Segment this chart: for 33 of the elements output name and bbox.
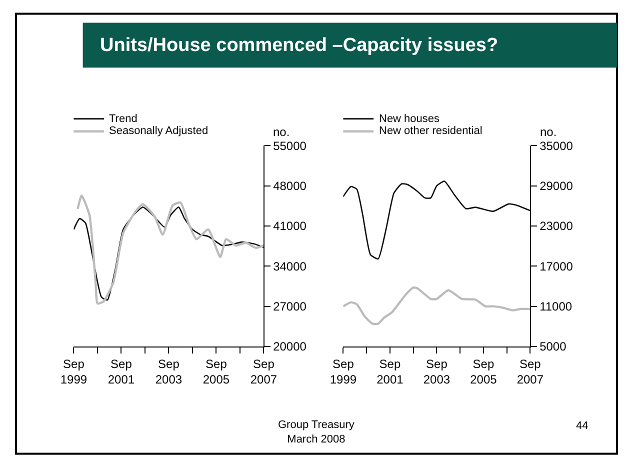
y-tick-label: 55000: [273, 138, 307, 153]
y-tick-label: 41000: [273, 219, 307, 234]
y-tick-label: 34000: [273, 259, 307, 274]
chart-title: Units/House commenced –Capacity issues?: [100, 35, 498, 56]
x-tick-label: Sep 1999: [330, 356, 357, 386]
legend-label: Seasonally Adjusted: [109, 125, 208, 137]
y-tick-label: 23000: [540, 219, 574, 234]
x-tick-label: Sep 2003: [155, 356, 182, 386]
y-tick-label: 11000: [540, 300, 572, 314]
x-tick-label: Sep 2005: [202, 356, 230, 386]
x-tick-label: Sep 2003: [423, 356, 450, 386]
line-series: [76, 194, 264, 305]
text: Group Treasury March 2008: [278, 419, 355, 446]
y-tick-label: 20000: [273, 340, 307, 354]
text: 44: [576, 420, 588, 432]
x-tick-label: Sep 2007: [516, 356, 544, 386]
y-tick-label: 27000: [273, 300, 307, 314]
y-axis-title: no.: [273, 125, 290, 139]
y-tick-label: 48000: [273, 179, 307, 194]
legend-label: Trend: [109, 113, 138, 125]
y-axis-title: no.: [540, 125, 557, 139]
x-tick-label: Sep 2007: [250, 356, 278, 386]
x-tick-label: Sep 1999: [60, 356, 88, 386]
x-tick-label: Sep 2001: [376, 356, 404, 386]
y-tick-label: 5000: [540, 340, 567, 354]
y-tick-label: 17000: [540, 259, 574, 274]
legend-label: New houses: [379, 113, 440, 125]
y-tick-label: 29000: [540, 179, 574, 194]
x-tick-label: Sep 2005: [470, 356, 498, 386]
y-tick-label: 35000: [540, 138, 574, 153]
line-series: [343, 286, 530, 326]
legend-label: New other residential: [379, 125, 482, 137]
x-tick-label: Sep 2001: [108, 356, 135, 386]
